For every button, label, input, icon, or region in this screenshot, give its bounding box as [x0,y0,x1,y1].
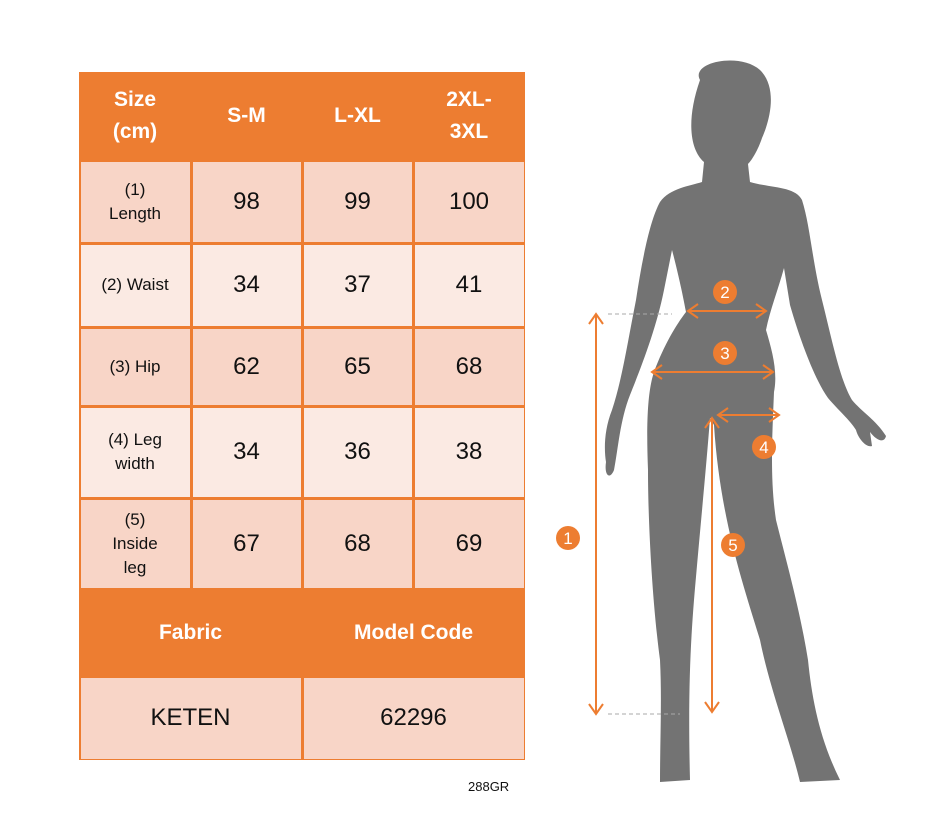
value-cell-text: 62 [233,352,260,380]
hip-arrow [650,364,775,380]
value-cell: 69 [414,499,524,588]
value-cell-text: 65 [344,352,371,380]
value-cell-text: 99 [344,187,371,215]
marker-number: 4 [759,438,768,457]
row-label-text: (5) Inside leg [112,509,158,577]
value-cell-text: 69 [455,529,483,557]
value-cell: 68 [303,499,412,588]
marker-circle [713,341,737,365]
row-label: (1) Length [80,161,190,242]
value-cell: 99 [303,161,412,242]
model-code-value: 62296 [303,677,524,759]
value-cell-text: 100 [448,187,490,215]
value-cell-text: 34 [233,438,260,465]
fabric-value: KETEN [80,677,301,759]
header-cell-text: Size (cm) [112,88,158,143]
row-label-text: (1) Length [109,179,161,223]
row-label: (4) Leg width [80,407,190,497]
marker-5: 5 [721,533,745,557]
value-cell-text: 98 [233,187,260,215]
fabric-header-text: Fabric [158,620,223,644]
value-cell: 34 [192,407,301,497]
row-label-text: (3) Hip [109,356,161,376]
value-cell: 36 [303,407,412,497]
value-cell: 34 [192,244,301,326]
marker-2: 2 [713,280,737,304]
row-label: (5) Inside leg [80,499,190,588]
fabric-value-text: KETEN [150,704,231,731]
value-cell: 98 [192,161,301,242]
header-cell-text: S-M [227,104,266,127]
length-arrow [588,312,604,716]
header-cell: Size (cm) [81,74,190,159]
inside-leg-arrow [704,416,720,714]
value-cell-text: 37 [344,271,371,298]
row-label-text: (2) Waist [101,275,169,294]
value-cell-text: 68 [455,352,483,380]
value-cell-text: 67 [233,529,260,557]
model-code-value-text: 62296 [380,704,447,731]
marker-number: 5 [728,536,737,555]
leg-width-arrow [716,407,781,423]
row-label-text: (4) Leg width [108,430,162,473]
marker-circle [713,280,737,304]
model-code-header-text: Model Code [354,620,473,644]
marker-3: 3 [713,341,737,365]
header-cell: 2XL- 3XL [415,74,524,159]
waist-arrow [686,303,768,319]
marker-circle [752,435,776,459]
header-cell: S-M [193,74,301,159]
model-code-header: Model Code [304,591,524,675]
product-code: 288GR [468,779,510,794]
value-cell: 41 [414,244,524,326]
value-cell: 38 [414,407,524,497]
header-cell-text: 2XL- 3XL [446,88,492,143]
value-cell: 68 [414,328,524,405]
value-cell-text: 34 [233,271,260,298]
value-cell-text: 68 [344,529,371,557]
value-cell: 65 [303,328,412,405]
value-cell: 62 [192,328,301,405]
marker-4: 4 [752,435,776,459]
header-cell: L-XL [304,74,412,159]
row-label: (3) Hip [80,328,190,405]
marker-circle [556,526,580,550]
header-cell-text: L-XL [334,104,381,127]
size-chart-table: Size (cm) S-M L-XL 2XL- 3XL (1) Length 98 99 10… [79,72,525,760]
value-cell: 67 [192,499,301,588]
value-cell-text: 38 [455,438,483,465]
fabric-header: Fabric [81,591,301,675]
value-cell-text: 41 [455,271,483,298]
marker-1: 1 [556,526,580,550]
marker-number: 3 [720,344,729,363]
value-cell-text: 36 [344,438,371,465]
marker-circle [721,533,745,557]
value-cell: 100 [414,161,524,242]
marker-number: 2 [720,283,729,302]
value-cell: 37 [303,244,412,326]
woman-silhouette [604,60,886,782]
marker-number: 1 [563,529,572,548]
row-label: (2) Waist [80,244,190,326]
